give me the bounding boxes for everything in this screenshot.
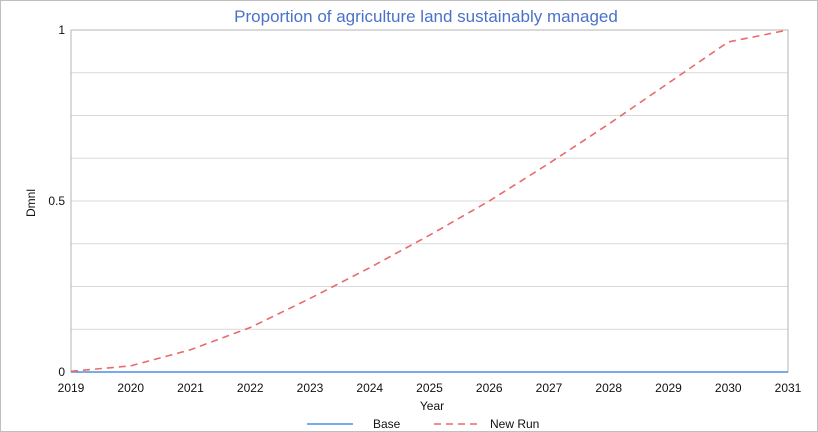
legend-base-label: Base xyxy=(373,417,401,431)
grid-lines xyxy=(71,72,788,330)
x-axis-label: Year xyxy=(420,399,444,413)
x-tick-label: 2022 xyxy=(237,381,264,395)
y-axis: 00.51 xyxy=(48,23,65,379)
x-tick-label: 2027 xyxy=(536,381,563,395)
legend: Base New Run xyxy=(307,417,539,431)
y-tick-label: 1 xyxy=(58,23,65,37)
chart-title: Proportion of agriculture land sustainab… xyxy=(234,7,618,26)
y-axis-label: Dmnl xyxy=(24,189,38,217)
series-new-run-line xyxy=(70,29,789,373)
x-tick-label: 2031 xyxy=(775,381,802,395)
x-tick-label: 2019 xyxy=(58,381,85,395)
x-axis: 2019 2020 2021 2022 2023 2024 2025 2026 2027 2028… xyxy=(58,381,802,395)
x-tick-label: 2023 xyxy=(297,381,324,395)
y-tick-label: 0 xyxy=(58,365,65,379)
x-tick-label: 2025 xyxy=(416,381,443,395)
x-tick-label: 2024 xyxy=(356,381,383,395)
x-tick-label: 2030 xyxy=(715,381,742,395)
x-tick-label: 2026 xyxy=(476,381,503,395)
series-layer xyxy=(70,29,789,373)
y-tick-label: 0.5 xyxy=(48,194,65,208)
x-tick-label: 2028 xyxy=(595,381,622,395)
x-tick-label: 2029 xyxy=(655,381,682,395)
legend-new-run-label: New Run xyxy=(490,417,539,431)
x-tick-label: 2021 xyxy=(177,381,204,395)
x-tick-label: 2020 xyxy=(117,381,144,395)
